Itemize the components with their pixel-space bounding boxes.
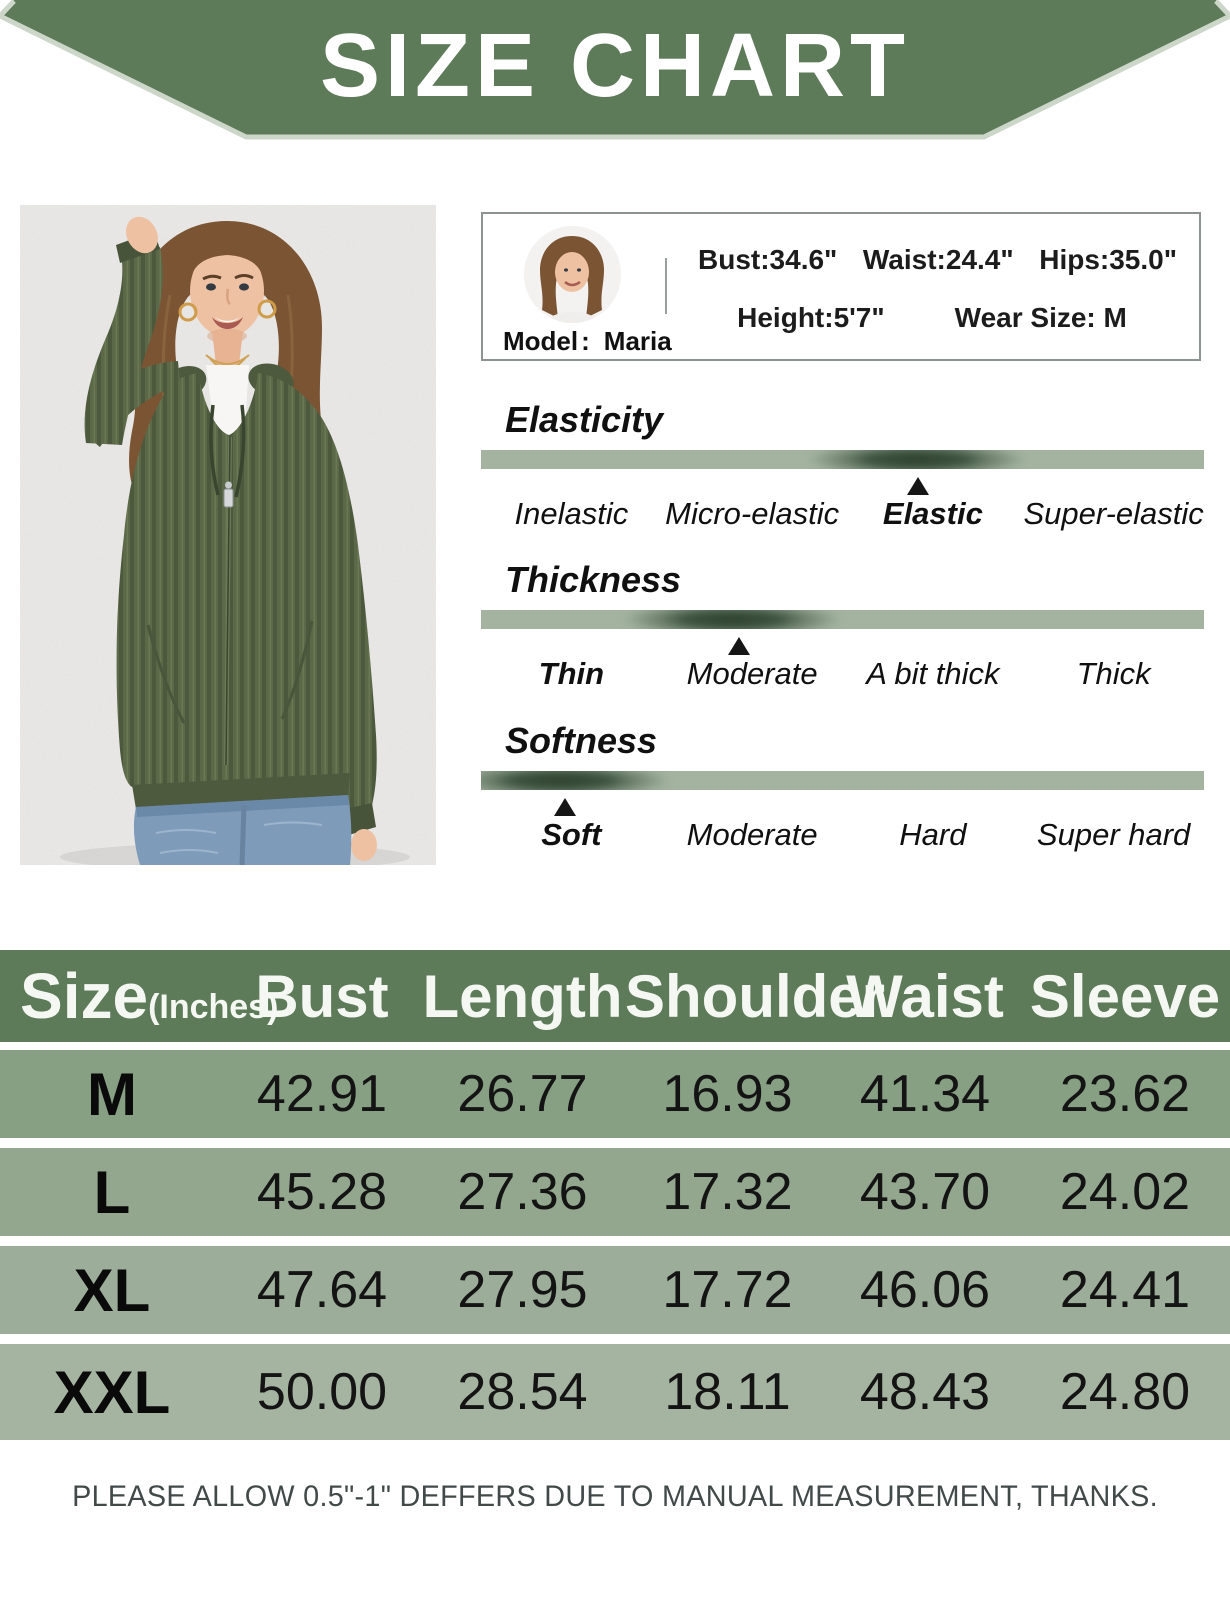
model-name-line: Model: Maria [503, 326, 672, 357]
waist-value: 48.43 [859, 1363, 991, 1421]
scale-label-selected: Elastic [882, 496, 983, 531]
model-waist: Waist:24.4" [862, 244, 1014, 275]
bust-value: 42.91 [256, 1065, 388, 1123]
bust-value: 50.00 [256, 1363, 388, 1421]
info-divider [665, 258, 667, 314]
table-row-m: M 42.91 26.77 16.93 41.34 23.62 [0, 1050, 1230, 1138]
model-label: Model [503, 326, 579, 356]
waist-value: 43.70 [859, 1163, 991, 1221]
length-value: 27.36 [457, 1163, 588, 1221]
thickness-heading: Thickness [505, 559, 682, 600]
size-value: M [87, 1060, 137, 1128]
scale-label: Moderate [686, 656, 818, 691]
scale-label: Inelastic [514, 496, 629, 531]
size-value: L [93, 1158, 131, 1226]
scale-label: A bit thick [866, 656, 1000, 691]
scale-label: Super hard [1036, 817, 1191, 852]
softness-marker-icon [553, 798, 576, 816]
length-value: 26.77 [457, 1065, 588, 1123]
size-table-header: Size (Inches) Bust Length Shoulder Waist… [0, 950, 1230, 1042]
softness-level-blob [481, 771, 672, 790]
model-info-card: Model: Maria Bust:34.6" Waist:24.4" Hips:… [481, 212, 1201, 361]
length-value: 27.95 [457, 1261, 588, 1319]
size-value: XXL [53, 1358, 171, 1426]
model-photo-illustration [20, 205, 436, 871]
elasticity-level-blob [806, 450, 1027, 469]
model-avatar [524, 226, 621, 323]
size-header-label: Size [20, 960, 149, 1032]
sleeve-value: 24.80 [1059, 1363, 1191, 1421]
bust-column-header: Bust [255, 962, 389, 1030]
shoulder-value: 18.11 [664, 1363, 791, 1421]
sleeve-value: 23.62 [1059, 1065, 1191, 1123]
page-title: SIZE CHART [320, 16, 910, 116]
size-column-header: Size (Inches) [0, 959, 278, 1033]
elasticity-labels: Inelastic Micro-elastic Elastic Super-el… [481, 496, 1204, 532]
length-column-header: Length [422, 962, 623, 1030]
size-value: XL [73, 1256, 151, 1324]
shoulder-value: 17.72 [662, 1261, 793, 1319]
shoulder-column-header: Shoulder [625, 962, 886, 1030]
banner-ribbon-shape [0, 0, 1230, 140]
softness-labels: Soft Moderate Hard Super hard [481, 817, 1204, 853]
softness-scale: Softness Soft Moderate Hard Super hard [481, 719, 1204, 869]
waist-value: 46.06 [859, 1261, 991, 1319]
thickness-level-blob [621, 610, 842, 629]
sleeve-column-header: Sleeve [1029, 962, 1221, 1030]
model-wear-size: Wear Size: M [954, 302, 1127, 333]
thickness-labels: Thin Moderate A bit thick Thick [481, 656, 1204, 692]
model-colon: : [581, 326, 590, 356]
scale-label-selected: Soft [541, 817, 602, 852]
table-row-xl: XL 47.64 27.95 17.72 46.06 24.41 [0, 1246, 1230, 1334]
model-measurements-row2: Height:5'7" Wear Size: M [665, 302, 1199, 334]
size-chart-banner: SIZE CHART [0, 0, 1230, 150]
shoulder-value: 16.93 [662, 1065, 793, 1123]
elasticity-marker-icon [906, 477, 929, 495]
model-name: Maria [603, 326, 672, 356]
length-value: 28.54 [457, 1363, 588, 1421]
scale-label: Moderate [686, 817, 818, 852]
elasticity-bar [481, 450, 1204, 469]
softness-heading: Softness [505, 720, 658, 761]
waist-value: 41.34 [859, 1065, 991, 1123]
table-row-l: L 45.28 27.36 17.32 43.70 24.02 [0, 1148, 1230, 1236]
thickness-marker-icon [728, 637, 751, 655]
scale-label: Micro-elastic [665, 496, 840, 531]
measurement-disclaimer: PLEASE ALLOW 0.5"-1" DEFFERS DUE TO MANU… [72, 1480, 1158, 1513]
sleeve-value: 24.02 [1059, 1163, 1191, 1221]
scale-label: Thick [1076, 656, 1151, 691]
thickness-scale: Thickness Thin Moderate A bit thick Thic… [481, 558, 1204, 708]
thickness-bar [481, 610, 1204, 629]
shoulder-value: 17.32 [662, 1163, 793, 1221]
scale-label-selected: Thin [538, 656, 605, 691]
model-height: Height:5'7" [737, 302, 885, 333]
waist-column-header: Waist [846, 962, 1004, 1030]
sleeve-value: 24.41 [1059, 1261, 1191, 1319]
size-header-unit: (Inches) [148, 988, 279, 1026]
model-bust: Bust:34.6" [698, 244, 838, 275]
table-row-xxl: XXL 50.00 28.54 18.11 48.43 24.80 [0, 1344, 1230, 1440]
scale-label: Super-elastic [1023, 496, 1204, 531]
bust-value: 45.28 [256, 1163, 388, 1221]
scale-label: Hard [899, 817, 967, 852]
model-hips: Hips:35.0" [1039, 244, 1177, 275]
softness-bar [481, 771, 1204, 790]
elasticity-heading: Elasticity [505, 399, 664, 440]
bust-value: 47.64 [256, 1261, 388, 1319]
elasticity-scale: Elasticity Inelastic Micro-elastic Elast… [481, 398, 1204, 548]
model-measurements-row1: Bust:34.6" Waist:24.4" Hips:35.0" [698, 244, 1177, 276]
